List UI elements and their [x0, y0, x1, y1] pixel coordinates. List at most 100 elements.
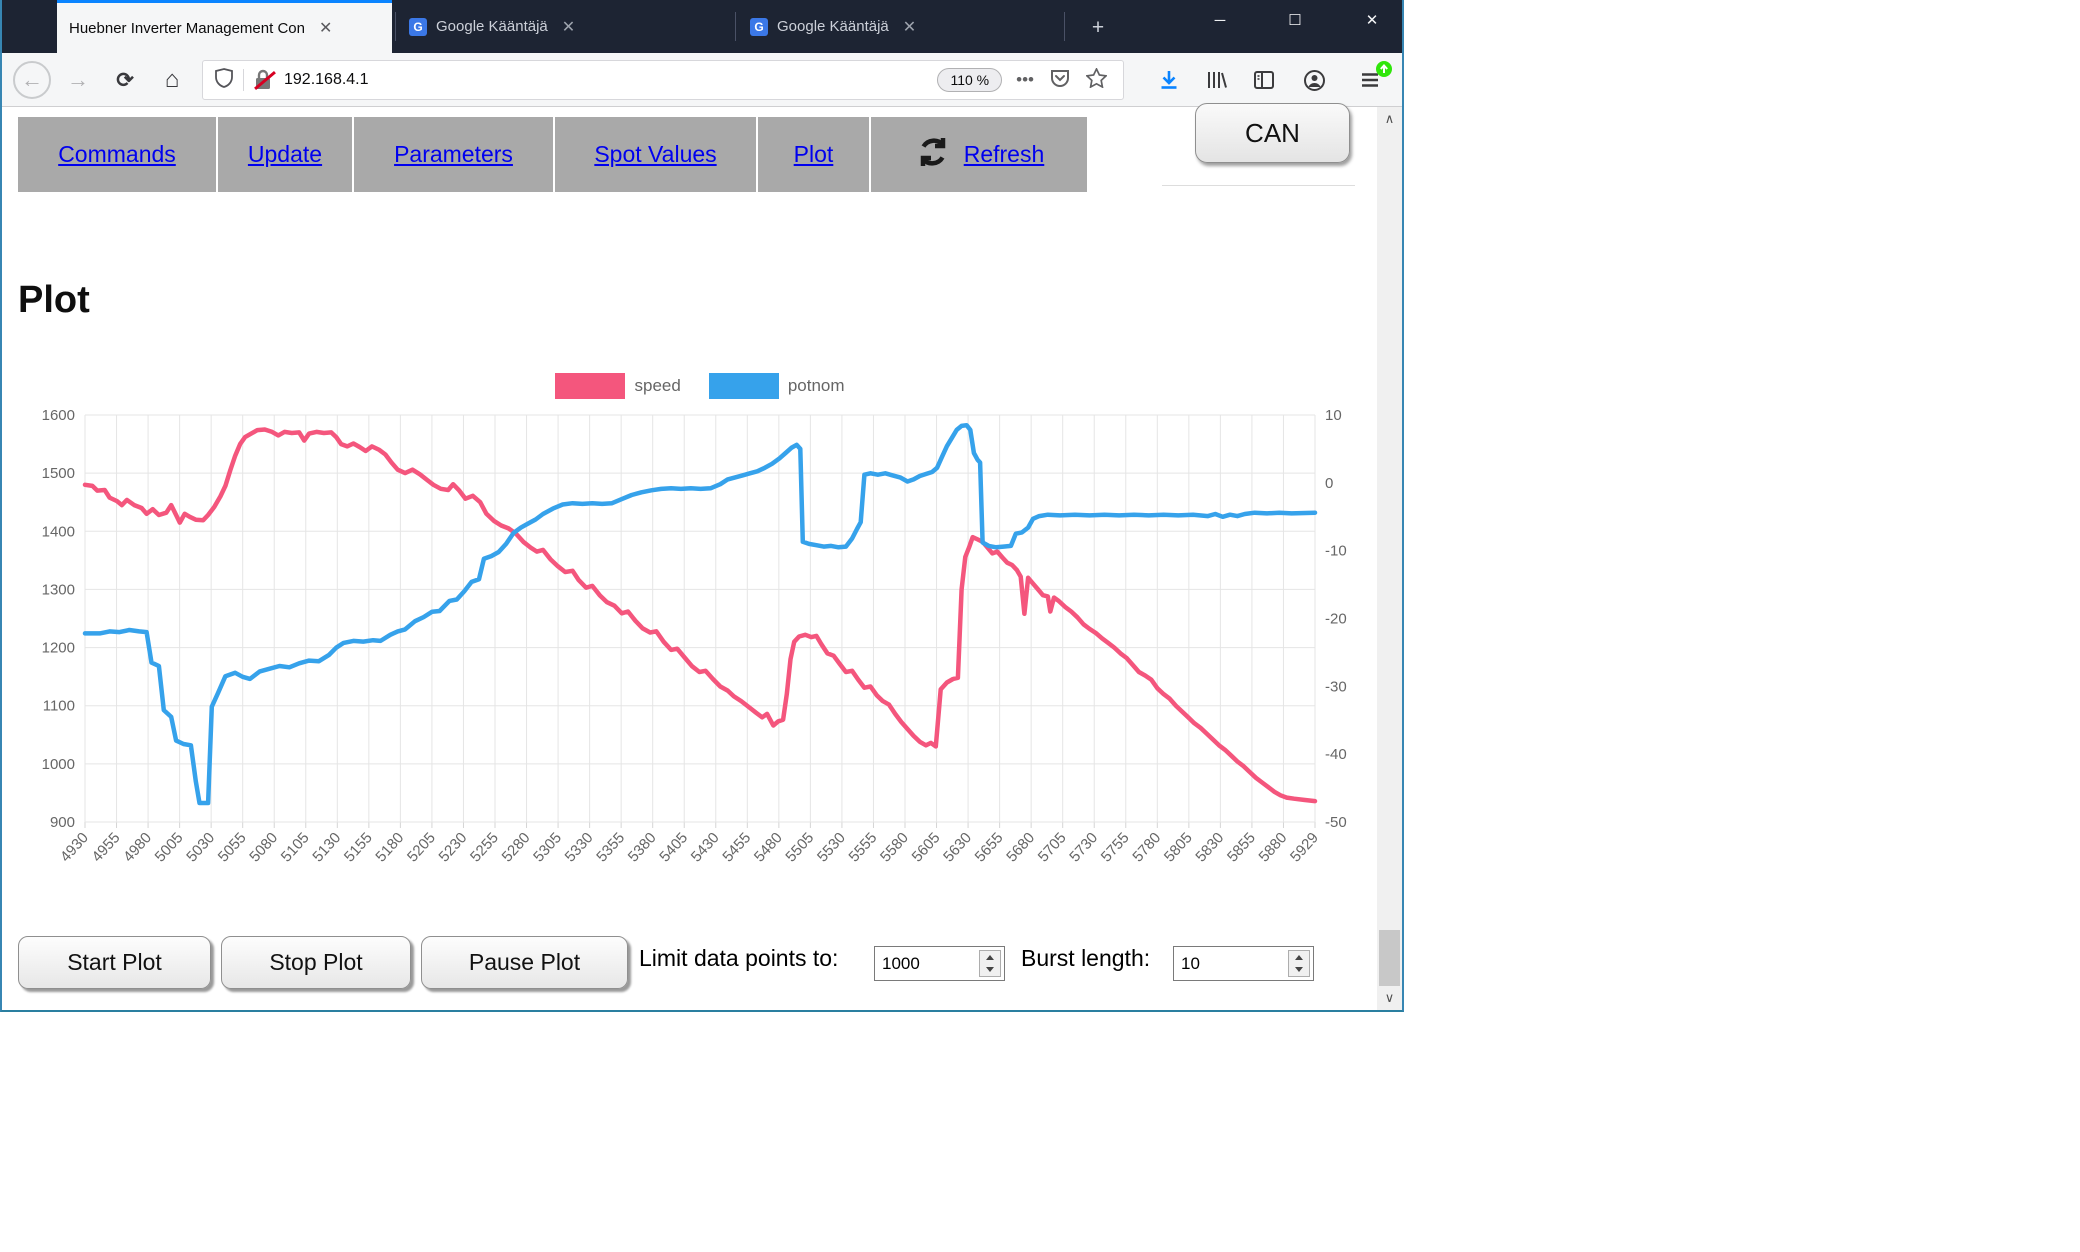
number-spinner[interactable]: [979, 950, 1001, 977]
svg-text:5105: 5105: [278, 829, 313, 865]
zoom-level-badge[interactable]: 110 %: [937, 68, 1003, 92]
burst-value[interactable]: 10: [1181, 954, 1200, 973]
menu-cell: Refresh: [871, 117, 1087, 192]
svg-text:5705: 5705: [1035, 829, 1070, 865]
scroll-down-icon[interactable]: ∨: [1384, 990, 1395, 1005]
insecure-lock-icon[interactable]: [254, 69, 276, 91]
menu-cell: Plot: [758, 117, 871, 192]
svg-text:5155: 5155: [341, 829, 376, 865]
limit-data-points-input[interactable]: 1000: [874, 946, 1005, 981]
menu-cell: Update: [218, 117, 354, 192]
svg-text:5455: 5455: [719, 829, 754, 865]
legend-item-potnom[interactable]: potnom: [708, 373, 845, 399]
tab-bar: Huebner Inverter Management Con ✕ G Goog…: [2, 0, 1402, 53]
site-menu-bar: Commands Update Parameters Spot Values P…: [18, 117, 1087, 192]
downloads-icon[interactable]: [1149, 53, 1189, 107]
svg-text:1200: 1200: [42, 640, 75, 657]
tracking-protection-shield-icon[interactable]: [215, 67, 233, 93]
sidebar-toggle-icon[interactable]: [1244, 53, 1284, 107]
home-button[interactable]: ⌂: [152, 53, 192, 107]
limit-value[interactable]: 1000: [882, 954, 920, 973]
pause-plot-button[interactable]: Pause Plot: [421, 936, 628, 989]
vertical-scrollbar[interactable]: ∧ ∨: [1377, 107, 1402, 1010]
svg-text:0: 0: [1325, 475, 1333, 492]
menu-link-commands[interactable]: Commands: [58, 141, 176, 167]
svg-text:5355: 5355: [593, 829, 628, 865]
svg-text:5855: 5855: [1224, 829, 1259, 865]
svg-text:5280: 5280: [499, 829, 534, 865]
tab-separator: [735, 12, 736, 41]
navigation-toolbar: ← → ⟳ ⌂ 192.168.4.1 110 % •••: [2, 53, 1402, 107]
svg-text:1400: 1400: [42, 523, 75, 540]
close-window-button[interactable]: ✕: [1365, 12, 1379, 29]
can-button[interactable]: CAN: [1195, 103, 1350, 163]
update-available-badge: [1376, 61, 1392, 77]
svg-text:5780: 5780: [1129, 829, 1164, 865]
svg-text:5730: 5730: [1066, 829, 1101, 865]
svg-text:5680: 5680: [1003, 829, 1038, 865]
url-text[interactable]: 192.168.4.1: [284, 71, 369, 88]
svg-text:5180: 5180: [372, 829, 407, 865]
reload-button[interactable]: ⟳: [106, 53, 144, 107]
spin-down-icon[interactable]: [1295, 967, 1303, 973]
close-tab-icon[interactable]: ✕: [902, 18, 917, 36]
number-spinner[interactable]: [1288, 950, 1310, 977]
bookmark-star-icon[interactable]: [1085, 66, 1108, 93]
menu-link-update[interactable]: Update: [247, 141, 323, 167]
minimize-button[interactable]: ─: [1214, 11, 1226, 29]
svg-text:-20: -20: [1325, 611, 1347, 628]
back-button[interactable]: ←: [10, 53, 54, 107]
spin-down-icon[interactable]: [986, 967, 994, 973]
svg-text:5255: 5255: [467, 829, 502, 865]
spin-up-icon[interactable]: [1295, 954, 1303, 960]
start-plot-button[interactable]: Start Plot: [18, 936, 211, 989]
tab-google-translate-1[interactable]: G Google Kääntäjä ✕: [397, 0, 723, 53]
close-tab-icon[interactable]: ✕: [318, 20, 333, 37]
svg-text:5929: 5929: [1287, 829, 1322, 865]
tab-google-translate-2[interactable]: G Google Kääntäjä ✕: [738, 0, 1062, 53]
menu-link-parameters[interactable]: Parameters: [394, 141, 513, 167]
menu-link-refresh[interactable]: Refresh: [963, 141, 1045, 167]
plot-chart: 4930 4955 4980 5005 5030 5055 5080 5105 5130 5155…: [22, 405, 1352, 895]
svg-text:5005: 5005: [152, 829, 187, 865]
library-icon[interactable]: [1196, 53, 1236, 107]
stop-plot-button[interactable]: Stop Plot: [221, 936, 411, 989]
page-actions-icon[interactable]: •••: [1016, 70, 1034, 89]
scrollbar-thumb[interactable]: [1379, 930, 1400, 986]
new-tab-button[interactable]: +: [1091, 16, 1105, 39]
burst-length-input[interactable]: 10: [1173, 946, 1314, 981]
page-content: Commands Update Parameters Spot Values P…: [2, 103, 1402, 1010]
svg-text:5230: 5230: [435, 829, 470, 865]
svg-text:5530: 5530: [814, 829, 849, 865]
tab-title: Huebner Inverter Management Con: [69, 19, 305, 37]
svg-text:10: 10: [1325, 407, 1342, 424]
menu-cell: Commands: [18, 117, 218, 192]
address-bar[interactable]: 192.168.4.1 110 % •••: [202, 60, 1124, 100]
legend-item-speed[interactable]: speed: [555, 373, 681, 399]
legend-label: speed: [634, 376, 681, 395]
tab-separator: [395, 12, 396, 41]
svg-text:1500: 1500: [42, 465, 75, 482]
browser-window: Huebner Inverter Management Con ✕ G Goog…: [0, 0, 1404, 1012]
maximize-button[interactable]: ☐: [1288, 12, 1302, 29]
spin-up-icon[interactable]: [986, 954, 994, 960]
menu-cell: Parameters: [354, 117, 555, 192]
svg-text:900: 900: [50, 814, 75, 831]
hamburger-menu-icon[interactable]: [1350, 53, 1392, 107]
menu-link-plot[interactable]: Plot: [793, 141, 834, 167]
menu-link-spot-values[interactable]: Spot Values: [594, 141, 717, 167]
account-icon[interactable]: [1294, 53, 1334, 107]
svg-text:5430: 5430: [688, 829, 723, 865]
tab-separator: [1064, 12, 1065, 41]
svg-text:5805: 5805: [1161, 829, 1196, 865]
scroll-up-icon[interactable]: ∧: [1384, 111, 1395, 126]
tab-huebner[interactable]: Huebner Inverter Management Con ✕: [57, 0, 392, 53]
forward-arrow-icon: →: [67, 67, 89, 92]
svg-text:5505: 5505: [782, 829, 817, 865]
speed-color-swatch: [555, 373, 626, 399]
pocket-icon[interactable]: [1050, 68, 1070, 93]
limit-data-points-label: Limit data points to:: [639, 945, 839, 971]
close-tab-icon[interactable]: ✕: [561, 18, 576, 36]
forward-button[interactable]: →: [60, 53, 96, 107]
